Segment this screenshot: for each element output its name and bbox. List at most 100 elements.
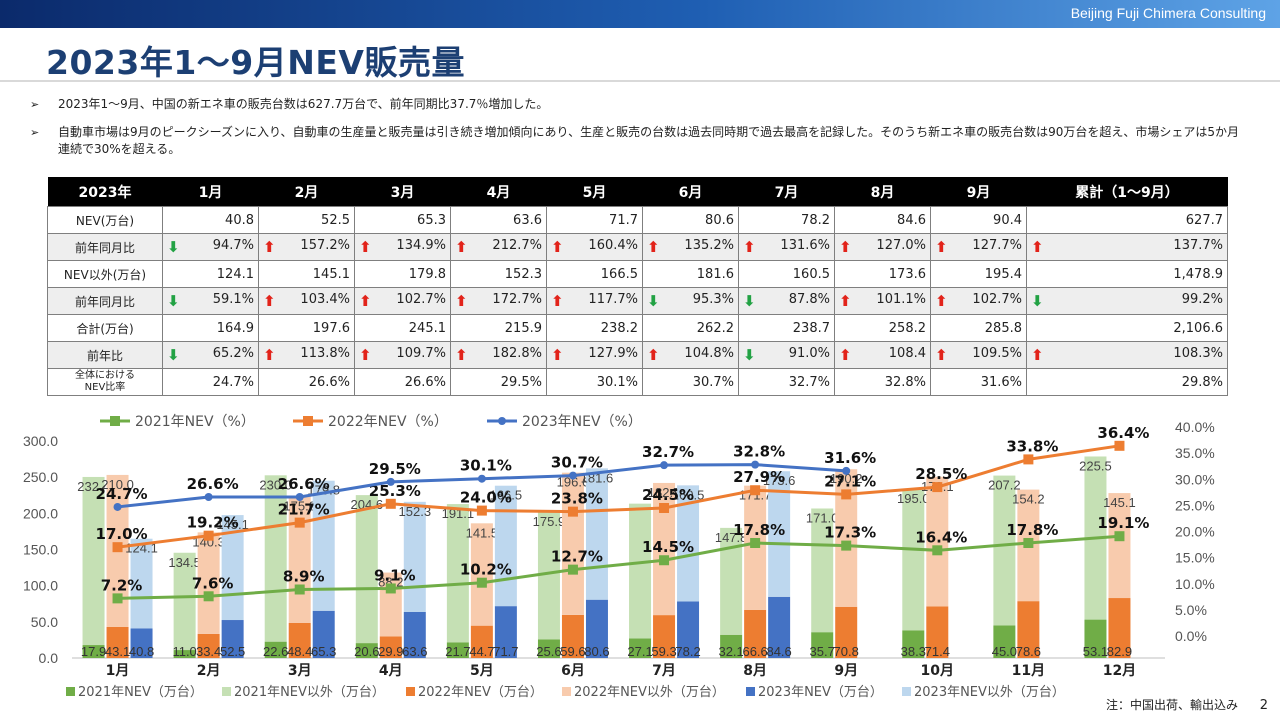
table-cell: ⬇ 87.8%: [738, 287, 835, 315]
table-cell: ⬆ 117.7%: [546, 287, 643, 315]
bar-value-label: 82.9: [1107, 644, 1132, 659]
arrow-up-icon: ⬆: [647, 346, 660, 364]
table-cell: ⬆ 109.5%: [930, 341, 1027, 369]
bar-2022-nev: [744, 609, 767, 658]
y-tick-label-right: 20.0%: [1175, 524, 1215, 540]
bar-value-label: 43.1: [105, 644, 130, 659]
line-value-label: 7.6%: [192, 574, 234, 592]
line-value-label: 27.9%: [733, 468, 785, 486]
bar-value-label: 44.7: [469, 644, 494, 659]
bar-value-label: 141.5: [466, 525, 499, 540]
bullet-text: 2023年1～9月、中国の新エネ車の販売台数は627.7万台で、前年同期比37.…: [58, 97, 549, 111]
cell-value: 137.7%: [1173, 238, 1223, 253]
table-row: 全体における NEV比率 24.7% 26.6% 26.6% 29.5% 30.1% 30.…: [47, 368, 1228, 396]
legend-swatch: [562, 687, 571, 696]
bar-2023-other: [403, 501, 426, 612]
bar-2023-nev: [403, 611, 426, 658]
table-cell: ⬆ 113.8%: [258, 341, 355, 369]
company-name: Beijing Fuji Chimera Consulting: [1070, 5, 1266, 21]
line-value-label: 32.8%: [733, 443, 785, 461]
table-cell: 197.6: [258, 314, 355, 342]
bar-2021-nev: [902, 630, 925, 658]
x-tick-label: 3月: [288, 663, 312, 679]
line-value-label: 12.7%: [551, 548, 603, 566]
cell-value: 87.8%: [788, 292, 830, 307]
line-value-label: 30.1%: [460, 457, 512, 475]
arrow-up-icon: ⬆: [359, 346, 372, 364]
bar-value-label: 29.9: [378, 644, 403, 659]
line-marker: [294, 517, 305, 528]
row-label: 全体における NEV比率: [47, 368, 163, 396]
arrow-up-icon: ⬆: [455, 238, 468, 256]
table-cell: 32.7%: [738, 368, 835, 396]
line-marker: [476, 577, 487, 588]
header-bar: Beijing Fuji Chimera Consulting: [0, 0, 1280, 28]
bar-2023-nev: [130, 628, 153, 658]
table-header-cell: 9月: [930, 177, 1027, 207]
bar-2021-nev: [629, 638, 652, 658]
table-cell: ⬆ 182.8%: [450, 341, 547, 369]
cell-value: 124.1: [216, 266, 254, 282]
line-value-label: 26.6%: [187, 475, 239, 493]
y-tick-label-left: 300.0: [23, 433, 58, 449]
bar-2021-nev: [355, 643, 378, 658]
line-marker: [842, 466, 851, 475]
table-cell: ⬆ 160.4%: [546, 233, 643, 261]
row-label: 前年同月比: [47, 287, 163, 315]
line-marker: [385, 583, 396, 594]
cell-value: 52.5: [321, 212, 350, 228]
page-number: 2: [1259, 698, 1268, 713]
cell-value: 30.7%: [692, 374, 734, 390]
table-cell: 181.6: [642, 260, 739, 288]
x-tick-label: 4月: [379, 663, 403, 679]
cell-value: 127.0%: [876, 238, 926, 253]
cell-value: 59.1%: [212, 292, 254, 307]
cell-value: 160.4%: [588, 238, 638, 253]
bar-value-label: 173.6: [763, 473, 796, 488]
cell-value: 91.0%: [788, 346, 830, 361]
line-value-label: 9.1%: [374, 566, 416, 584]
table-row: 前年同月比 ⬇ 59.1% ⬆ 103.4% ⬆ 102.7% ⬆ 172.7% ⬆ 117.7% ⬇…: [47, 287, 1228, 315]
line-marker: [113, 502, 122, 511]
arrow-up-icon: ⬆: [551, 238, 564, 256]
cell-value: 95.3%: [692, 292, 734, 307]
bar-value-label: 35.7: [810, 644, 835, 659]
x-tick-label: 12月: [1103, 663, 1136, 679]
table-cell: 26.6%: [258, 368, 355, 396]
bar-value-label: 52.5: [220, 644, 245, 659]
cell-value: 258.2: [888, 320, 926, 336]
table-cell: ⬆ 102.7%: [930, 287, 1027, 315]
bar-value-label: 20.6: [354, 644, 379, 659]
cell-value: 134.9%: [396, 238, 446, 253]
bar-2021-other: [446, 504, 469, 643]
table-cell: 63.6: [450, 206, 547, 234]
legend-label: 2022年NEV以外（万台）: [574, 685, 725, 700]
legend-marker: [110, 416, 120, 426]
line-value-label: 19.1%: [1097, 514, 1149, 532]
line-marker: [295, 493, 304, 502]
line-marker: [841, 489, 852, 500]
line-value-label: 17.8%: [733, 521, 785, 539]
bar-2022-nev: [1108, 598, 1131, 658]
line-marker: [1114, 440, 1125, 451]
line-marker: [386, 477, 395, 486]
cell-value: 99.2%: [1181, 292, 1223, 307]
arrow-down-icon: ⬇: [167, 238, 180, 256]
table-header-row: 2023年 1月 2月 3月 4月 5月 6月 7月 8月 9月 累計（1～9月）: [47, 177, 1228, 207]
line-marker: [112, 593, 123, 604]
title-divider: [0, 80, 1280, 82]
cell-value: 26.6%: [404, 374, 446, 390]
arrow-down-icon: ⬇: [167, 346, 180, 364]
table-header-cell: 1月: [162, 177, 259, 207]
line-value-label: 24.5%: [642, 486, 694, 504]
table-cell: 40.8: [162, 206, 259, 234]
table-header-cell: 3月: [354, 177, 451, 207]
x-tick-label: 6月: [561, 663, 585, 679]
table-cell: 26.6%: [354, 368, 451, 396]
line-value-label: 27.1%: [824, 472, 876, 490]
table-cell: 245.1: [354, 314, 451, 342]
arrow-up-icon: ⬆: [455, 292, 468, 310]
cell-value: 102.7%: [972, 292, 1022, 307]
bar-value-label: 66.6: [742, 644, 767, 659]
line-marker: [203, 591, 214, 602]
